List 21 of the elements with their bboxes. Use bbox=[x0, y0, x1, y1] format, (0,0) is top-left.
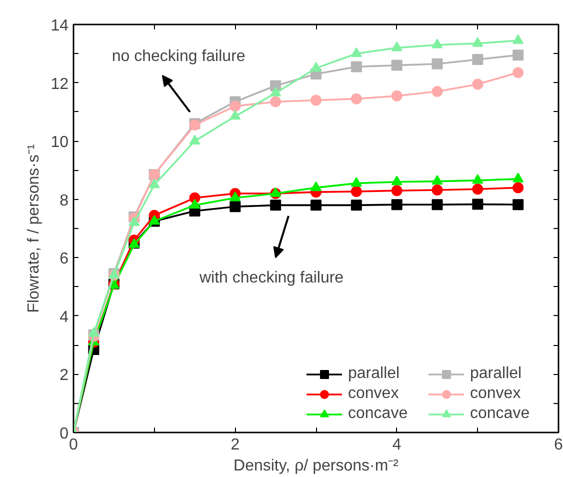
annotation: with checking failure bbox=[198, 270, 344, 287]
legend-label: concave bbox=[470, 405, 531, 423]
y-tick-label: 14 bbox=[50, 18, 69, 34]
x-tick-label: 2 bbox=[230, 436, 240, 454]
legend-label: parallel bbox=[348, 365, 401, 383]
annotation: no checking failure bbox=[112, 48, 246, 66]
y-tick-label: 12 bbox=[50, 76, 69, 93]
y-tick-label: 8 bbox=[60, 192, 69, 210]
legend-label: parallel bbox=[470, 365, 523, 383]
legend-label: convex bbox=[348, 385, 400, 403]
y-tick-label: 4 bbox=[60, 308, 69, 326]
y-tick-label: 2 bbox=[60, 367, 69, 384]
y-tick-label: 0 bbox=[60, 426, 69, 442]
x-tick-label: 6 bbox=[554, 436, 563, 454]
x-axis-title: Density, ρ/ persons·m⁻² bbox=[234, 458, 400, 474]
y-axis-title: Flowrate, f / persons·s⁻¹ bbox=[26, 144, 43, 313]
y-tick-label: 6 bbox=[60, 250, 69, 268]
y-tick-label: 10 bbox=[50, 134, 69, 152]
legend-label: convex bbox=[470, 385, 522, 403]
x-tick-label: 4 bbox=[392, 436, 402, 454]
legend-label: concave bbox=[348, 405, 409, 423]
